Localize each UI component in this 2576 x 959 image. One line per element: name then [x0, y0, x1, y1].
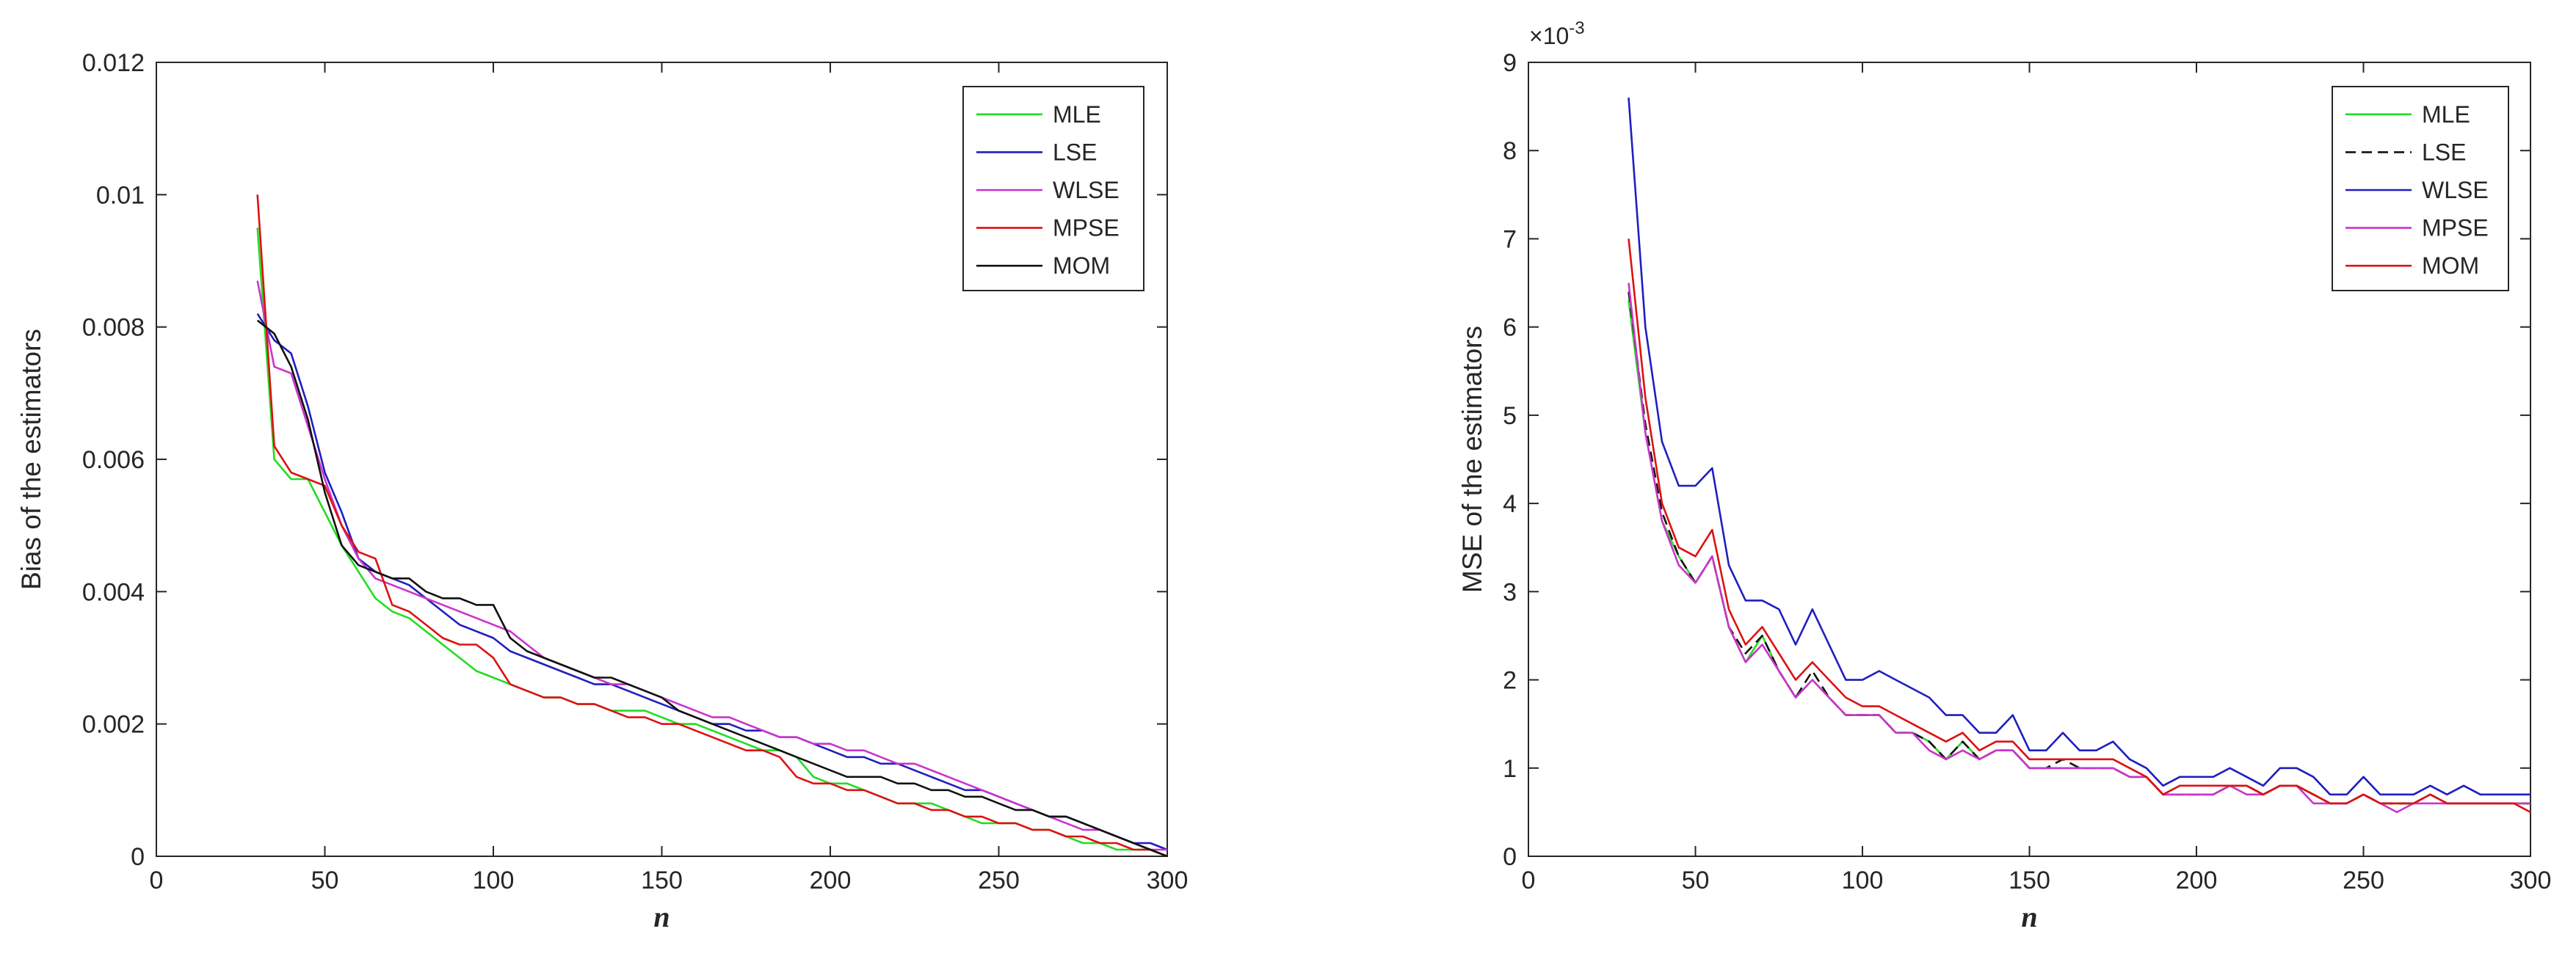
x-tick-label: 200 [2176, 867, 2218, 894]
bias-x-axis: 0 50 100 150 200 250 300 [150, 62, 1189, 894]
legend-label-lse: LSE [2422, 139, 2466, 165]
x-tick-label: 300 [1147, 867, 1189, 894]
legend-label-wlse: WLSE [2422, 177, 2489, 203]
x-tick-label: 100 [473, 867, 515, 894]
mse-chart: 0 50 100 150 200 250 300 0 1 2 3 4 5 6 7 8 9 ×10-3 n MS… [1457, 18, 2551, 933]
series-line-mom [256, 319, 1168, 858]
mse-x-axis: 0 50 100 150 200 250 300 [1522, 62, 2552, 894]
x-tick-label: 200 [810, 867, 852, 894]
y-tick-label: 9 [1503, 49, 1517, 77]
bias-x-axis-label: n [653, 900, 670, 933]
y-tick-label: 6 [1503, 314, 1517, 342]
y-tick-label: 1 [1503, 755, 1517, 783]
x-tick-label: 250 [2343, 867, 2384, 894]
x-tick-label: 100 [1842, 867, 1884, 894]
bias-y-axis-label: Bias of the estimators [16, 329, 46, 590]
mse-y-axis-label: MSE of the estimators [1457, 326, 1487, 593]
x-tick-label: 50 [311, 867, 339, 894]
legend-label-mpse: MPSE [1053, 215, 1120, 241]
legend-label-wlse: WLSE [1053, 177, 1120, 203]
x-tick-label: 150 [641, 867, 683, 894]
series-line-mom [1628, 238, 2531, 814]
y-tick-label: 0.01 [96, 181, 145, 209]
mse-axis-exponent: ×10-3 [1529, 18, 1585, 49]
legend-label-mle: MLE [2422, 101, 2470, 128]
y-tick-label: 5 [1503, 402, 1517, 430]
legend-box [962, 86, 1144, 291]
legend-label-lse: LSE [1053, 139, 1097, 165]
y-tick-label: 0.006 [82, 446, 145, 474]
y-tick-label: 2 [1503, 667, 1517, 695]
bias-series-lines [256, 194, 1168, 858]
legend-label-mom: MOM [2422, 252, 2479, 279]
bias-y-axis: 0 0.002 0.004 0.006 0.008 0.01 0.012 [82, 49, 1167, 871]
x-tick-label: 300 [2510, 867, 2552, 894]
legend-label-mpse: MPSE [2422, 215, 2489, 241]
exponent-base: ×10 [1529, 23, 1569, 49]
y-tick-label: 4 [1503, 490, 1517, 518]
y-tick-label: 0.004 [82, 578, 145, 606]
series-line-wlse [256, 280, 1167, 851]
mse-legend: MLE LSE WLSE MPSE MOM [2332, 86, 2509, 291]
legend-box [2332, 86, 2509, 291]
legend-label-mle: MLE [1053, 101, 1101, 128]
x-tick-label: 150 [2009, 867, 2050, 894]
legend-label-mom: MOM [1053, 252, 1110, 279]
exponent-power: -3 [1569, 18, 1584, 38]
y-tick-label: 0.012 [82, 49, 145, 77]
series-line-mpse [256, 194, 1168, 858]
y-tick-label: 3 [1503, 578, 1517, 606]
x-tick-label: 250 [978, 867, 1020, 894]
y-tick-label: 0.002 [82, 711, 145, 739]
series-line-wlse [1628, 98, 2530, 796]
y-tick-label: 7 [1503, 225, 1517, 253]
y-tick-label: 8 [1503, 137, 1517, 165]
x-tick-label: 0 [150, 867, 164, 894]
y-tick-label: 0.008 [82, 314, 145, 342]
x-tick-label: 0 [1522, 867, 1536, 894]
y-tick-label: 0 [131, 843, 145, 871]
bias-chart: 0 50 100 150 200 250 300 0 0.002 0.004 0.006 0.008… [16, 49, 1188, 933]
mse-x-axis-label: n [2021, 900, 2037, 933]
bias-legend: MLE LSE WLSE MPSE MOM [962, 86, 1144, 291]
x-tick-label: 50 [1682, 867, 1710, 894]
mse-y-axis: 0 1 2 3 4 5 6 7 8 9 [1503, 49, 2530, 871]
mse-series-lines [1628, 98, 2531, 814]
y-tick-label: 0 [1503, 843, 1517, 871]
